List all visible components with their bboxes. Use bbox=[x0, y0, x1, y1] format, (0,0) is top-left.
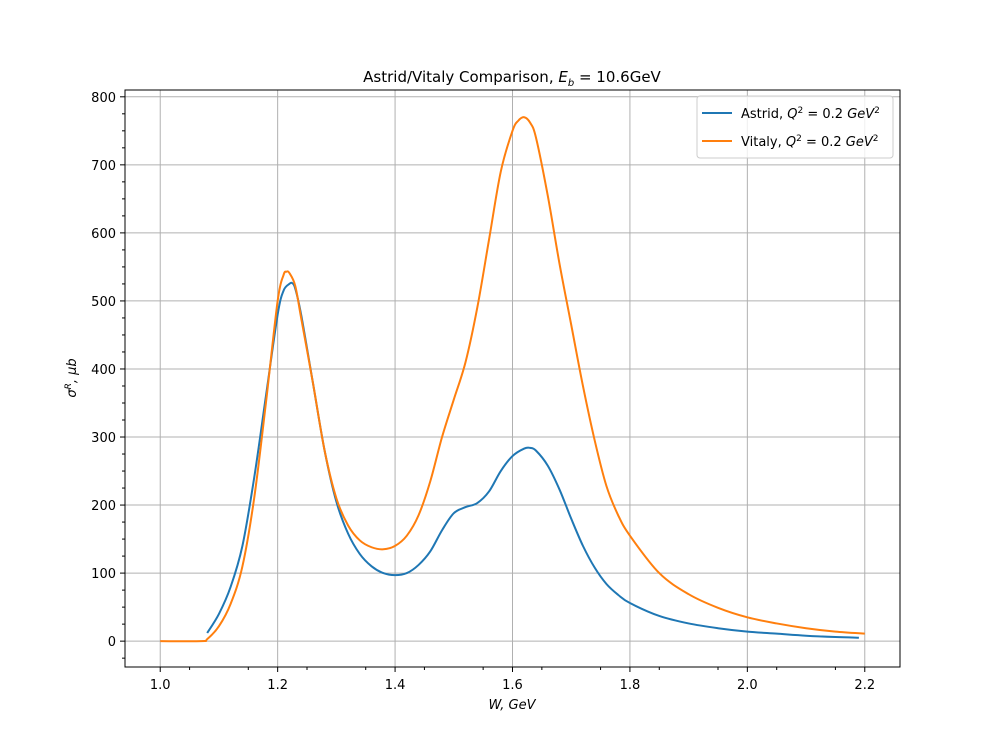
x-tick-label: 1.2 bbox=[267, 678, 288, 693]
series-line-vitaly bbox=[160, 116, 865, 643]
y-tick-label: 700 bbox=[91, 159, 116, 174]
legend-label-vitaly: Vitaly, Q2 = 0.2 GeV2 bbox=[741, 134, 879, 150]
legend-box bbox=[696, 95, 894, 159]
x-tick-label: 1.4 bbox=[385, 678, 406, 693]
x-axis-label: W, GeV bbox=[488, 698, 536, 713]
y-axis-label: σR, μb bbox=[64, 358, 80, 397]
series-layer bbox=[160, 116, 865, 643]
legend: Astrid, Q2 = 0.2 GeV2 Vitaly, Q2 = 0.2 G… bbox=[696, 95, 894, 159]
legend-label-astrid: Astrid, Q2 = 0.2 GeV2 bbox=[741, 106, 880, 122]
y-tick-label: 400 bbox=[91, 363, 116, 378]
y-tick-label: 0 bbox=[108, 635, 116, 650]
y-tick-label: 500 bbox=[91, 295, 116, 310]
x-tick-label: 2.2 bbox=[854, 678, 875, 693]
x-tick-label: 1.0 bbox=[150, 678, 171, 693]
y-tick-label: 600 bbox=[91, 227, 116, 242]
x-tick-label: 1.8 bbox=[620, 678, 641, 693]
x-tick-label: 2.0 bbox=[737, 678, 758, 693]
series-line-astrid bbox=[206, 281, 859, 639]
y-tick-label: 800 bbox=[91, 91, 116, 106]
y-tick-label: 200 bbox=[91, 499, 116, 514]
x-tick-label: 1.6 bbox=[502, 678, 523, 693]
grid bbox=[125, 90, 900, 667]
y-tick-label: 100 bbox=[91, 567, 116, 582]
chart-title: Astrid/Vitaly Comparison, Eb = 10.6GeV bbox=[363, 68, 661, 89]
ticks: 1.0 1.2 1.4 1.6 1.8 2.0 2.2 0 100 200 300 400 500 600… bbox=[91, 91, 875, 693]
y-tick-label: 300 bbox=[91, 431, 116, 446]
